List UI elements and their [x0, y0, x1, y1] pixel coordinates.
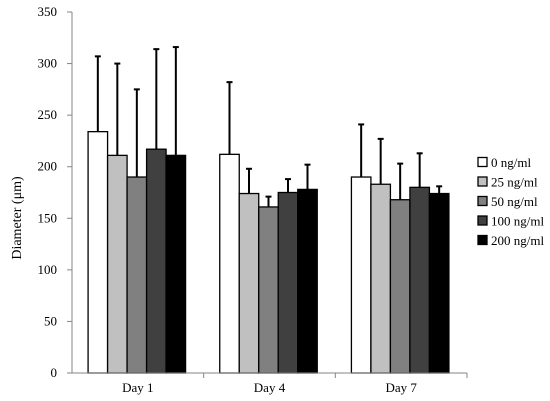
legend-swatch: [477, 195, 488, 207]
bar: [106, 154, 128, 374]
x-tick-label: Day 4: [254, 380, 286, 395]
y-tick-label: 300: [38, 56, 58, 71]
bar: [165, 154, 187, 374]
x-axis: Day 1 Day 4 Day 7: [72, 372, 468, 395]
bar: [219, 153, 240, 374]
legend: 0 ng/ml 25 ng/ml 50 ng/ml 100 ng/ml 200 ng/m…: [477, 155, 544, 248]
x-tick-label: Day 7: [385, 380, 417, 395]
y-axis: 0 50 100 150 200 250 300 350: [38, 4, 73, 380]
bar: [389, 199, 411, 374]
bar: [145, 148, 167, 374]
legend-label: 50 ng/ml: [491, 194, 538, 209]
y-tick-label: 0: [51, 365, 58, 380]
legend-swatch: [477, 156, 488, 168]
bar: [126, 176, 148, 374]
x-tick-label: Day 1: [122, 380, 153, 395]
bar: [350, 176, 372, 374]
legend-swatch: [477, 234, 488, 246]
bar: [87, 130, 109, 374]
bar-series: [87, 130, 450, 374]
bar: [258, 206, 279, 374]
legend-label: 100 ng/ml: [491, 214, 544, 229]
y-tick-label: 250: [38, 107, 58, 122]
bar: [409, 186, 431, 374]
legend-label: 0 ng/ml: [491, 155, 531, 170]
y-tick-label: 150: [38, 210, 58, 225]
bar: [277, 191, 299, 374]
y-tick-label: 200: [38, 159, 58, 174]
y-tick-label: 350: [38, 4, 58, 19]
bar: [297, 188, 318, 374]
legend-label: 25 ng/ml: [491, 175, 538, 190]
legend-swatch: [477, 176, 488, 187]
legend-swatch: [477, 215, 488, 226]
bar: [370, 183, 392, 374]
bar: [428, 192, 450, 374]
y-tick-label: 50: [44, 313, 57, 328]
y-tick-label: 100: [38, 262, 58, 277]
legend-label: 200 ng/ml: [491, 233, 544, 248]
y-axis-title: Diameter (μm): [10, 176, 25, 260]
error-bars: [94, 46, 443, 207]
bar: [238, 192, 260, 374]
